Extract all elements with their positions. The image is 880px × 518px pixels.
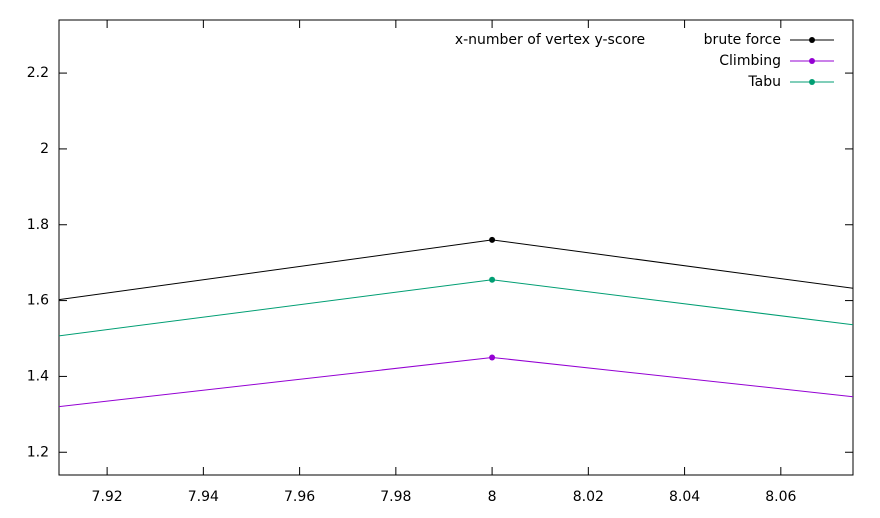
x-tick-label: 8.02	[573, 489, 604, 505]
legend-title: x-number of vertex y-score	[455, 32, 645, 48]
series-line	[59, 239, 853, 301]
plot-frame	[58, 19, 854, 476]
legend-marker	[809, 37, 815, 43]
plot-area	[59, 236, 853, 408]
y-tick-label: 2.2	[27, 65, 49, 81]
x-tick-label: 7.92	[92, 489, 123, 505]
point	[489, 354, 496, 361]
x-tick-label: 7.96	[284, 489, 315, 505]
legend-label: brute force	[704, 32, 781, 48]
legend-label: Tabu	[747, 74, 781, 90]
legend-marker	[809, 79, 815, 85]
x-tick-label: 8.04	[669, 489, 700, 505]
x-tick-label: 7.98	[380, 489, 411, 505]
y-tick-label: 2	[40, 141, 49, 157]
y-tick-label: 1.6	[27, 293, 49, 309]
legend-marker	[809, 58, 815, 64]
x-tick-label: 8.06	[765, 489, 796, 505]
x-tick-label: 8	[488, 489, 497, 505]
x-tick-label: 7.94	[188, 489, 219, 505]
point	[489, 276, 496, 283]
y-tick-label: 1.2	[27, 444, 49, 460]
series-line	[59, 279, 853, 337]
point	[489, 236, 496, 243]
legend-label: Climbing	[719, 53, 781, 69]
y-tick-label: 1.4	[27, 368, 49, 384]
y-tick-label: 1.8	[27, 217, 49, 233]
series-line	[59, 356, 853, 408]
